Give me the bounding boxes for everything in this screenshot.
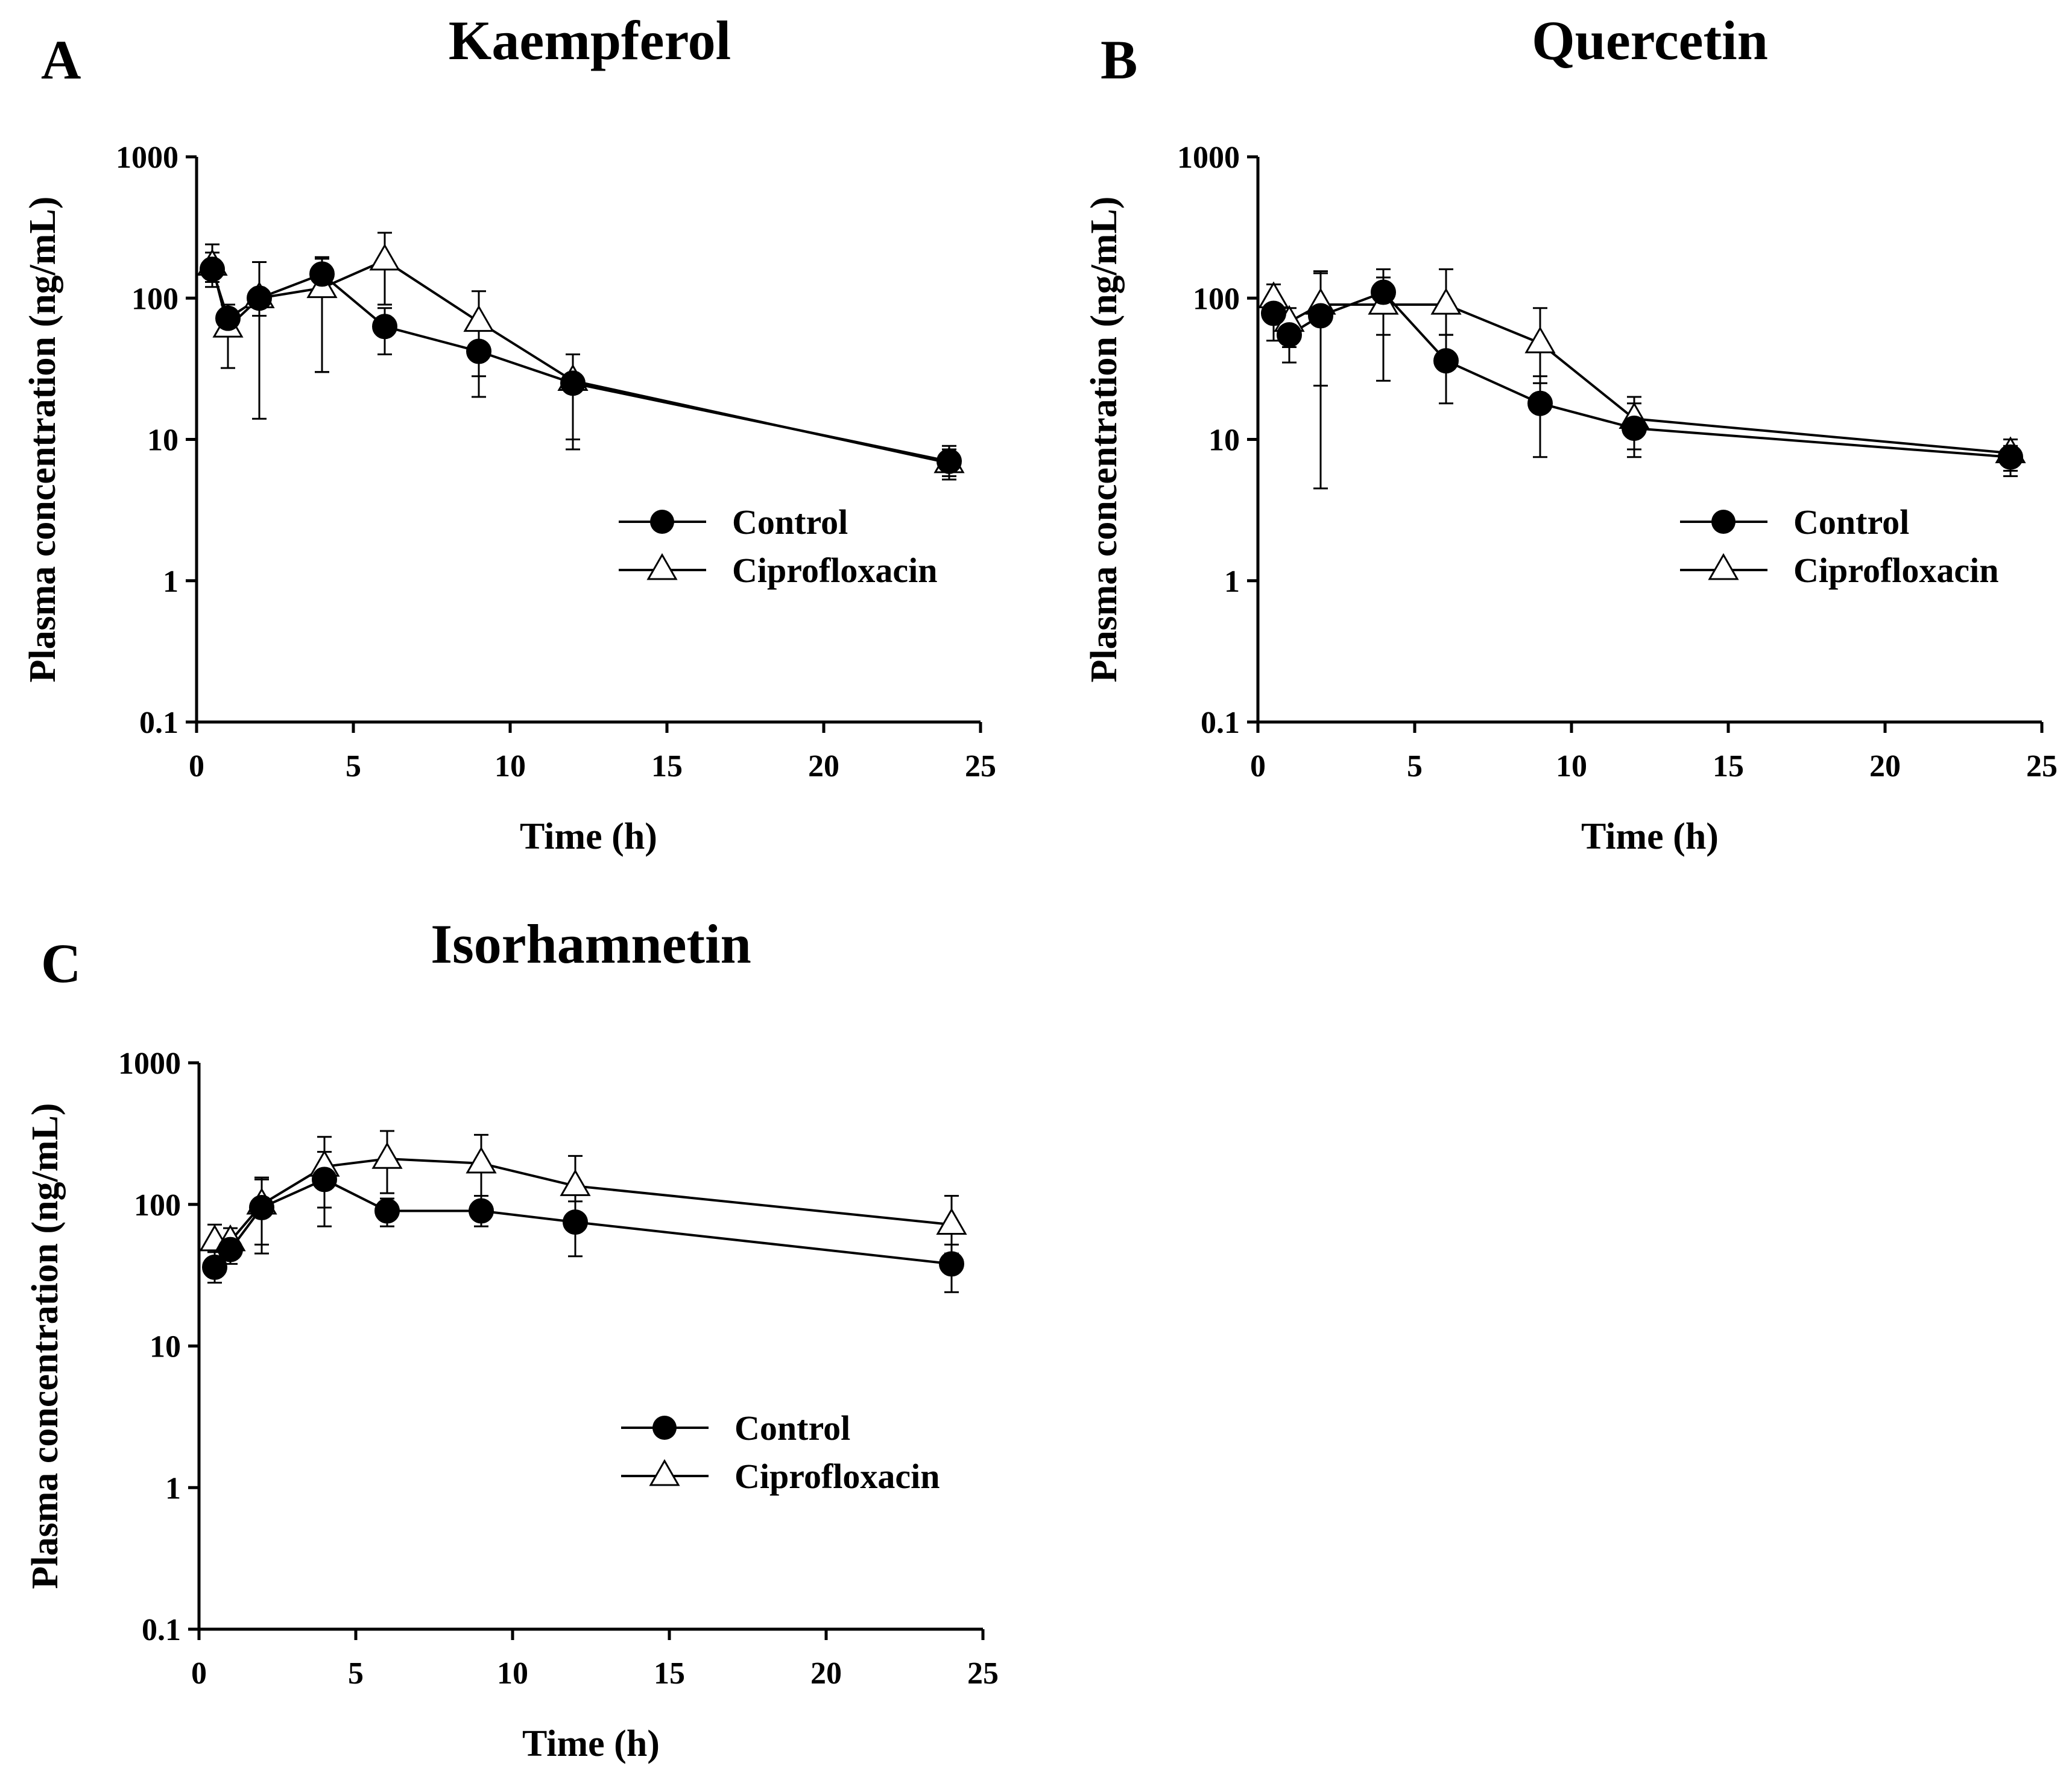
legend-label-ciprofloxacin: Ciprofloxacin [1793, 551, 1999, 590]
x-tick-label: 0 [191, 1656, 207, 1691]
x-tick-label: 5 [1407, 749, 1423, 784]
x-tick-label: 20 [1869, 749, 1901, 784]
x-tick-label: 25 [965, 749, 996, 784]
x-tick-label: 5 [348, 1656, 364, 1691]
data-point-ciprofloxacin [560, 1169, 591, 1196]
legend-marker-control [1711, 510, 1736, 534]
panel-quercetin: B Quercetin 0.1 1 10 100 1000 0 5 10 15 20 25 Time (h… [1084, 10, 2058, 857]
y-tick-label: 1 [165, 1471, 181, 1506]
y-tick-label: 1000 [116, 141, 178, 175]
data-point-control [200, 256, 225, 282]
data-point-control [218, 1237, 243, 1262]
y-axis-label: Plasma concentration (ng/mL) [22, 197, 63, 683]
legend-marker-control [652, 1416, 677, 1440]
data-point-control [1261, 300, 1286, 326]
x-tick-label: 0 [189, 749, 204, 784]
legend-label-control: Control [734, 1408, 850, 1448]
legend-label-control: Control [732, 502, 848, 542]
y-tick-label: 1000 [118, 1047, 181, 1081]
data-point-control [309, 261, 335, 287]
data-point-control [560, 370, 586, 396]
x-tick-label: 15 [651, 749, 683, 784]
data-point-control [1433, 348, 1459, 374]
legend-label-ciprofloxacin: Ciprofloxacin [734, 1457, 940, 1496]
data-point-control [312, 1167, 337, 1192]
data-point-control [1622, 415, 1647, 441]
data-point-control [937, 448, 962, 474]
data-point-control [563, 1209, 588, 1235]
data-point-control [1371, 279, 1396, 305]
y-tick-label: 100 [131, 282, 178, 316]
data-point-ciprofloxacin [1524, 326, 1556, 353]
data-point-control [1277, 322, 1302, 348]
y-axis-label: Plasma concentration (ng/mL) [1084, 197, 1125, 683]
chart-title: Isorhamnetin [431, 913, 751, 975]
x-tick-label: 20 [810, 1656, 842, 1691]
y-tick-label: 10 [1208, 423, 1240, 458]
data-point-control [939, 1251, 964, 1277]
x-tick-label: 15 [654, 1656, 685, 1691]
data-point-ciprofloxacin [369, 243, 400, 271]
legend-marker-control [650, 510, 674, 534]
y-tick-label: 100 [134, 1188, 181, 1223]
data-point-control [202, 1254, 227, 1280]
x-tick-label: 25 [2026, 749, 2058, 784]
x-axis-label: Time (h) [522, 1723, 660, 1764]
panel-kaempferol: A Kaempferol 0.1 1 10 100 1000 0 5 10 15 20 25 Time (… [22, 10, 996, 857]
chart-title: Quercetin [1532, 10, 1768, 71]
data-point-control [1308, 303, 1333, 329]
panel-isorhamnetin: C Isorhamnetin 0.1 1 10 100 1000 0 5 10 15 20 25 Time… [25, 913, 999, 1764]
data-point-control [466, 338, 491, 364]
data-point-ciprofloxacin [1430, 288, 1462, 315]
x-tick-label: 20 [808, 749, 839, 784]
data-point-ciprofloxacin [466, 1146, 497, 1174]
legend-label-control: Control [1793, 502, 1909, 542]
x-tick-label: 10 [494, 749, 526, 784]
legend-marker-ciprofloxacin [646, 553, 678, 580]
x-tick-label: 10 [1556, 749, 1587, 784]
data-point-control [469, 1198, 494, 1224]
data-point-ciprofloxacin [371, 1142, 403, 1169]
y-tick-label: 1 [163, 565, 178, 599]
y-tick-label: 10 [147, 423, 178, 458]
legend-marker-ciprofloxacin [649, 1459, 680, 1486]
legend-label-ciprofloxacin: Ciprofloxacin [732, 551, 938, 590]
panel-label: C [41, 933, 81, 994]
y-tick-label: 0.1 [1201, 706, 1240, 740]
y-tick-label: 0.1 [142, 1613, 181, 1647]
x-tick-label: 0 [1250, 749, 1266, 784]
data-point-control [1527, 390, 1553, 416]
y-tick-label: 10 [150, 1330, 181, 1364]
data-point-control [374, 1198, 400, 1224]
data-point-control [1998, 444, 2023, 470]
panel-label: A [41, 29, 81, 90]
data-point-control [372, 314, 397, 340]
data-point-ciprofloxacin [936, 1208, 967, 1235]
data-point-control [247, 285, 272, 311]
y-tick-label: 100 [1193, 282, 1240, 316]
x-tick-label: 10 [497, 1656, 528, 1691]
y-tick-label: 0.1 [139, 706, 178, 740]
y-tick-label: 1 [1224, 565, 1240, 599]
panel-label: B [1101, 29, 1137, 90]
data-point-ciprofloxacin [463, 305, 494, 332]
data-point-control [249, 1194, 274, 1220]
x-tick-label: 25 [967, 1656, 999, 1691]
y-tick-label: 1000 [1177, 141, 1240, 175]
x-axis-label: Time (h) [1581, 816, 1719, 857]
chart-title: Kaempferol [449, 10, 731, 71]
x-axis-label: Time (h) [520, 816, 657, 857]
data-point-control [215, 305, 241, 331]
y-axis-label: Plasma concentration (ng/mL) [25, 1103, 66, 1589]
legend-marker-ciprofloxacin [1708, 553, 1739, 580]
x-tick-label: 15 [1713, 749, 1744, 784]
x-tick-label: 5 [346, 749, 361, 784]
